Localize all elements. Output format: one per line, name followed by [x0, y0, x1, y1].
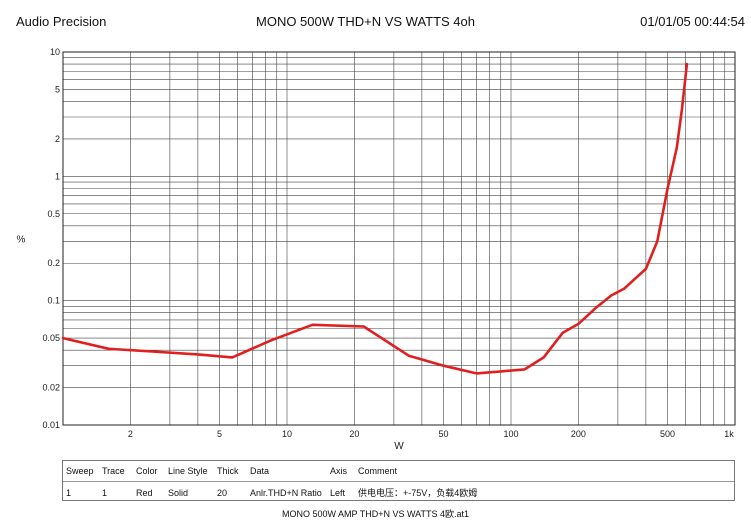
y-axis-label: %	[17, 235, 26, 246]
x-tick-label: 100	[503, 429, 518, 439]
y-tick-label: 10	[50, 47, 60, 57]
x-tick-label: 20	[349, 429, 359, 439]
x-tick-label: 5	[217, 429, 222, 439]
legend-header-sweep: Sweep	[66, 466, 94, 476]
y-tick-label: 0.2	[47, 258, 60, 268]
x-tick-label: 2	[128, 429, 133, 439]
chart-title: MONO 500W THD+N VS WATTS 4oh	[256, 14, 476, 29]
legend-header-axis: Axis	[330, 466, 348, 476]
legend-header-thick: Thick	[217, 466, 239, 476]
legend-header-row: Sweep Trace Color Line Style Thick Data …	[63, 464, 734, 480]
plot-frame	[62, 51, 736, 426]
legend-header-color: Color	[136, 466, 158, 476]
chart-plot: 2 5 10 20 50 100 200 500 1k 10 5 2 1 0.5 0.2 0.1 0.05 0.0…	[17, 47, 736, 452]
legend-axis-value: Left	[330, 488, 346, 498]
y-tick-label: 5	[55, 84, 60, 94]
legend-sweep-value: 1	[66, 488, 72, 498]
y-tick-label: 0.02	[42, 383, 60, 393]
x-tick-label: 10	[282, 429, 292, 439]
legend-line-style-value: Solid	[168, 488, 189, 498]
legend-thick-value: 20	[217, 488, 228, 498]
legend-header-data: Data	[250, 466, 270, 476]
grid	[63, 52, 735, 425]
timestamp: 01/01/05 00:44:54	[640, 14, 745, 29]
legend-divider	[63, 481, 734, 482]
legend-header-line-style: Line Style	[168, 466, 208, 476]
y-tick-label: 0.1	[47, 296, 60, 306]
series-line	[61, 62, 689, 375]
y-tick-label: 0.05	[42, 333, 60, 343]
legend-color-value: Red	[136, 488, 153, 498]
y-tick-label: 2	[55, 134, 60, 144]
y-tick-label: 0.5	[47, 209, 60, 219]
legend-trace-value: 1	[102, 488, 108, 498]
legend-data-row: 1 1 Red Solid 20 Anlr.THD+N Ratio Left 供…	[63, 486, 734, 502]
y-tick-label: 0.01	[42, 420, 60, 430]
tick-labels: 2 5 10 20 50 100 200 500 1k 10 5 2 1 0.5 0.2 0.1 0.05 0.0…	[42, 47, 734, 439]
x-tick-label: 50	[439, 429, 449, 439]
app-title: Audio Precision	[16, 14, 107, 29]
x-tick-label: 500	[660, 429, 675, 439]
legend-comment-value: 供电电压：+-75V，负载4欧姆	[358, 488, 478, 498]
x-tick-label: 200	[571, 429, 586, 439]
legend-header-comment: Comment	[358, 466, 398, 476]
x-tick-label: 1k	[724, 429, 734, 439]
series-layer	[61, 62, 689, 375]
legend-data-value: Anlr.THD+N Ratio	[250, 488, 322, 498]
y-tick-label: 1	[55, 171, 60, 181]
x-axis-label: W	[394, 441, 404, 452]
legend-header-trace: Trace	[102, 466, 125, 476]
legend-table: Sweep Trace Color Line Style Thick Data …	[62, 460, 735, 501]
file-name: MONO 500W AMP THD+N VS WATTS 4欧.at1	[282, 509, 469, 519]
